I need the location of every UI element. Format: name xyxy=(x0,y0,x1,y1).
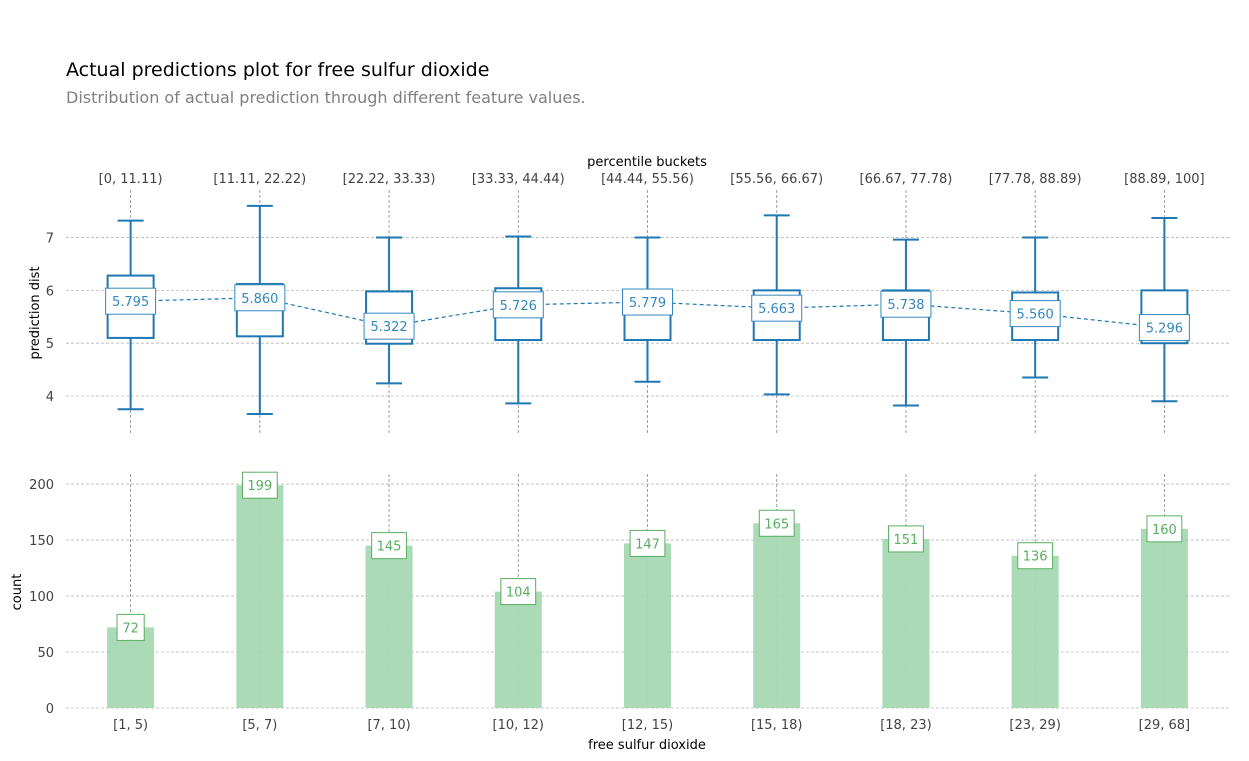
box-7 xyxy=(881,238,930,407)
count-label: 165 xyxy=(764,517,789,532)
top-x-tick-label: [22.22, 33.33) xyxy=(343,172,436,187)
bottom-x-tick-label: [7, 10) xyxy=(367,718,410,733)
top-y-tick-label: 4 xyxy=(46,390,54,405)
count-label-box xyxy=(500,578,537,606)
mean-label: 5.860 xyxy=(241,292,278,307)
top-x-tick-label: [88.89, 100] xyxy=(1124,172,1204,187)
count-label-box xyxy=(241,471,278,499)
count-bar-plot: 0 50 100 150 200 [1, 5) [5, 7) [7, 10) [10, 12) [… xyxy=(29,471,1229,733)
box-1 xyxy=(106,219,155,411)
count-bar xyxy=(1011,555,1059,708)
count-bar xyxy=(1140,528,1188,708)
count-label: 72 xyxy=(122,621,139,636)
mean-label-box xyxy=(1138,314,1190,342)
bottom-x-tick-label: [29, 68] xyxy=(1139,718,1191,733)
chart-subtitle: Distribution of actual prediction throug… xyxy=(66,88,586,107)
count-bar xyxy=(236,485,284,708)
top-x-tick-label: [77.78, 88.89) xyxy=(989,172,1082,187)
top-x-tick-label: [66.67, 77.78) xyxy=(860,172,953,187)
top-y-tick-label: 6 xyxy=(46,284,54,299)
mean-label-box xyxy=(622,288,673,316)
mean-label: 5.726 xyxy=(500,299,537,314)
top-x-tick-label: [55.56, 66.67) xyxy=(730,172,823,187)
mean-label: 5.795 xyxy=(112,295,149,310)
top-y-tick-label: 7 xyxy=(46,232,54,247)
mean-label-box xyxy=(363,312,415,340)
top-x-tick-label: [0, 11.11) xyxy=(99,172,163,187)
top-x-tick-label: [11.11, 22.22) xyxy=(213,172,306,187)
top-x-tick-label: [33.33, 44.44) xyxy=(472,172,565,187)
bottom-x-tick-label: [15, 18) xyxy=(751,718,803,733)
mean-label: 5.560 xyxy=(1017,308,1054,323)
mean-label-box xyxy=(1009,300,1061,328)
bottom-y-axis-label: count xyxy=(10,574,25,611)
count-label: 199 xyxy=(247,479,272,494)
prediction-distribution-plot: 4 5 6 7 [0, 11.11) [11.11, 22.22) [22.22, 33.3… xyxy=(46,172,1229,433)
box-4 xyxy=(494,235,543,405)
mean-label: 5.779 xyxy=(629,296,666,311)
bottom-x-tick-label: [1, 5) xyxy=(113,718,148,733)
count-bar xyxy=(365,545,413,708)
count-label-box xyxy=(371,532,407,560)
count-label-box xyxy=(1146,515,1183,543)
mean-label: 5.738 xyxy=(887,298,924,313)
mean-label-box xyxy=(234,284,286,312)
mean-label: 5.322 xyxy=(370,320,407,335)
bottom-y-tick-label: 200 xyxy=(29,478,54,493)
count-label: 147 xyxy=(635,537,660,552)
mean-label-box xyxy=(492,291,544,319)
count-label-box xyxy=(629,529,666,557)
bottom-y-tick-label: 150 xyxy=(29,534,54,549)
bottom-x-tick-label: [10, 12) xyxy=(493,718,545,733)
count-bar xyxy=(753,523,801,708)
bottom-x-tick-label: [23, 29) xyxy=(1009,718,1061,733)
top-y-axis-label: prediction dist xyxy=(28,266,43,359)
box-3 xyxy=(365,236,414,385)
mean-label-box xyxy=(880,290,932,318)
top-y-tick-label: 5 xyxy=(46,337,54,352)
mean-label-box xyxy=(751,294,803,322)
top-x-axis-label: percentile buckets xyxy=(587,155,707,170)
bottom-x-tick-label: [18, 23) xyxy=(880,718,932,733)
count-label: 160 xyxy=(1152,523,1177,538)
count-label-box xyxy=(116,613,145,641)
bottom-x-tick-label: [5, 7) xyxy=(242,718,277,733)
count-bar xyxy=(624,543,671,708)
count-label: 136 xyxy=(1023,550,1048,565)
chart-title: Actual predictions plot for free sulfur … xyxy=(66,59,489,81)
count-label: 151 xyxy=(894,533,919,548)
mean-label-box xyxy=(105,287,157,315)
count-label: 145 xyxy=(377,540,402,555)
mean-label: 5.663 xyxy=(758,302,795,317)
bottom-x-axis-label: free sulfur dioxide xyxy=(588,738,706,753)
count-bar xyxy=(494,591,542,708)
box-9 xyxy=(1140,216,1189,403)
bottom-y-tick-label: 50 xyxy=(37,646,54,661)
count-label: 104 xyxy=(506,586,531,601)
mean-label: 5.296 xyxy=(1146,322,1183,337)
bottom-y-tick-label: 0 xyxy=(46,702,54,717)
bottom-y-tick-label: 100 xyxy=(29,590,54,605)
count-label-box xyxy=(758,509,795,537)
count-label-box xyxy=(1017,542,1054,570)
bottom-x-tick-label: [12, 15) xyxy=(622,718,674,733)
count-label-box xyxy=(888,525,924,553)
top-x-tick-label: [44.44, 55.56) xyxy=(601,172,694,187)
count-bar xyxy=(882,538,930,708)
